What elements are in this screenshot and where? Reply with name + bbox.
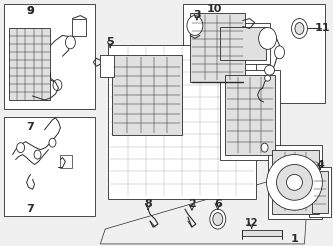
Text: 1: 1 bbox=[291, 234, 298, 244]
Ellipse shape bbox=[274, 46, 284, 59]
Circle shape bbox=[286, 174, 302, 190]
Text: 7: 7 bbox=[27, 122, 34, 132]
Bar bbox=[183, 4, 325, 103]
Text: 5: 5 bbox=[107, 37, 114, 47]
Text: 10: 10 bbox=[207, 4, 222, 14]
Text: 9: 9 bbox=[27, 6, 35, 16]
Ellipse shape bbox=[291, 18, 307, 38]
Text: 7: 7 bbox=[27, 204, 34, 214]
Bar bbox=[312, 171, 328, 213]
Bar bbox=[220, 27, 266, 60]
Bar bbox=[271, 150, 319, 214]
Text: 8: 8 bbox=[144, 199, 152, 209]
Bar bbox=[9, 29, 51, 100]
Circle shape bbox=[267, 154, 322, 210]
Bar bbox=[309, 168, 331, 217]
Text: 12: 12 bbox=[245, 218, 258, 228]
Bar bbox=[4, 4, 95, 109]
Bar bbox=[112, 55, 182, 135]
Ellipse shape bbox=[65, 36, 75, 49]
Text: 6: 6 bbox=[214, 199, 222, 209]
Ellipse shape bbox=[34, 150, 41, 159]
Bar bbox=[215, 23, 270, 64]
Text: 2: 2 bbox=[188, 199, 196, 209]
Bar bbox=[190, 13, 245, 82]
Ellipse shape bbox=[210, 209, 226, 229]
Bar bbox=[268, 145, 322, 219]
Ellipse shape bbox=[213, 213, 223, 226]
Text: 3: 3 bbox=[193, 10, 201, 20]
Ellipse shape bbox=[187, 15, 203, 35]
Bar bbox=[72, 18, 86, 36]
Text: 9: 9 bbox=[27, 6, 35, 16]
Ellipse shape bbox=[17, 143, 25, 153]
Circle shape bbox=[276, 165, 312, 200]
Text: 11: 11 bbox=[315, 24, 330, 33]
Ellipse shape bbox=[53, 80, 62, 91]
Circle shape bbox=[265, 75, 271, 81]
Text: 4: 4 bbox=[316, 159, 324, 169]
Bar bbox=[4, 117, 95, 216]
Bar bbox=[220, 70, 279, 160]
Circle shape bbox=[265, 65, 274, 75]
Bar bbox=[100, 55, 114, 77]
Ellipse shape bbox=[259, 28, 276, 49]
Ellipse shape bbox=[295, 23, 304, 34]
Ellipse shape bbox=[261, 143, 268, 152]
Bar bbox=[108, 45, 256, 199]
Bar bbox=[242, 230, 281, 236]
Bar bbox=[225, 75, 274, 154]
Bar bbox=[61, 154, 72, 169]
Ellipse shape bbox=[49, 138, 56, 147]
